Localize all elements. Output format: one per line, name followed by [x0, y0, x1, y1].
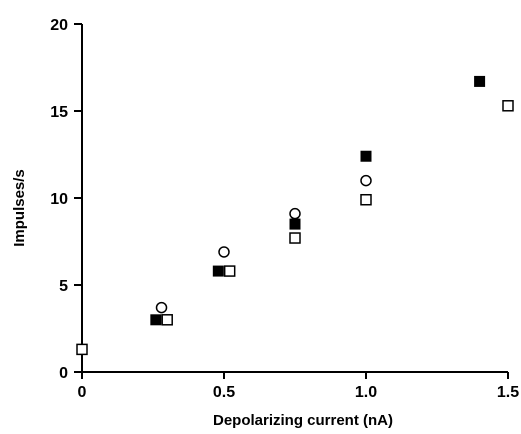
data-point-open-square — [161, 314, 173, 326]
data-point-open-square — [76, 343, 88, 356]
y-tick-label: 0 — [59, 365, 68, 382]
data-point-open-circle — [218, 246, 230, 258]
y-tick-label: 20 — [50, 17, 68, 34]
data-point-filled-square — [150, 314, 162, 326]
data-point-open-square — [223, 265, 236, 277]
x-tick-label: 1.0 — [355, 384, 377, 401]
data-point-open-circle — [360, 174, 372, 187]
data-point-filled-square — [289, 218, 301, 230]
data-point-filled-square — [474, 75, 486, 87]
x-axis-title: Depolarizing current (nA) — [213, 412, 393, 429]
x-tick-label: 0 — [78, 384, 87, 401]
data-point-open-circle — [289, 207, 301, 220]
data-point-filled-square — [360, 150, 372, 162]
tick-group: 0 0.5 1.0 1.5 0 5 10 15 20 — [50, 17, 519, 401]
y-tick-label: 5 — [59, 278, 68, 295]
data-point-open-circle — [155, 301, 168, 314]
data-points — [76, 75, 514, 356]
y-axis-title: Impulses/s — [11, 169, 28, 247]
data-point-open-square — [360, 193, 372, 206]
data-point-open-square — [289, 232, 301, 244]
data-point-filled-square — [212, 265, 224, 277]
axes — [81, 24, 508, 373]
y-tick-label: 10 — [50, 191, 68, 208]
y-tick-label: 15 — [50, 104, 68, 121]
x-tick-label: 0.5 — [213, 384, 235, 401]
data-point-open-square — [502, 100, 514, 112]
x-tick-label: 1.5 — [497, 384, 519, 401]
